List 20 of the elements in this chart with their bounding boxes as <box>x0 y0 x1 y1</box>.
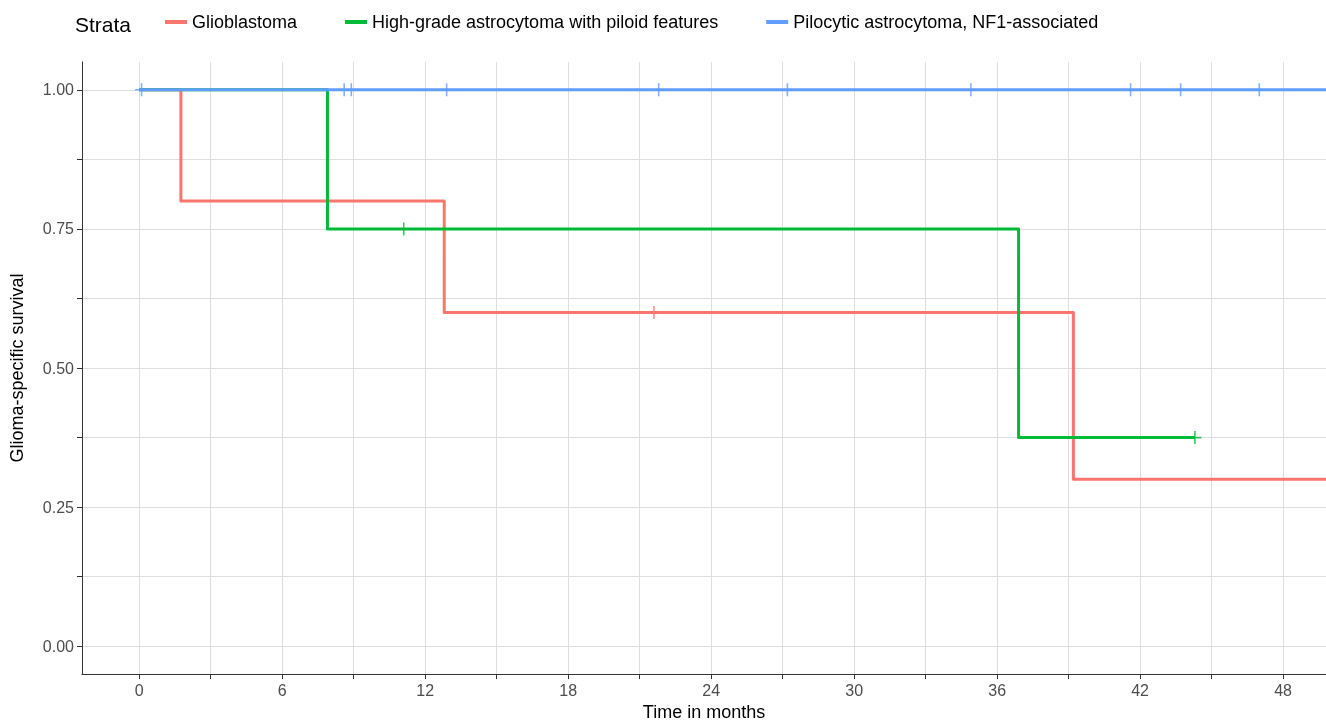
x-tick-label: 24 <box>702 681 721 699</box>
legend-label: High-grade astrocytoma with piloid features <box>372 12 719 32</box>
x-tick-label: 42 <box>1131 681 1150 699</box>
y-tick-label: 0.50 <box>42 359 75 377</box>
x-tick-label: 48 <box>1274 681 1293 699</box>
legend-label: Glioblastoma <box>192 12 299 32</box>
y-tick-label: 0.25 <box>42 498 75 516</box>
x-tick-label: 36 <box>988 681 1007 699</box>
x-tick-label: 0 <box>134 681 144 699</box>
x-tick-label: 30 <box>845 681 864 699</box>
y-tick-label: 0.00 <box>42 637 75 655</box>
x-tick-label: 12 <box>416 681 435 699</box>
x-axis-title: Time in months <box>642 702 766 722</box>
x-tick-label: 18 <box>559 681 578 699</box>
y-axis-title: Glioma-specific survival <box>7 273 27 463</box>
y-tick-label: 1.00 <box>42 81 75 99</box>
y-tick-label: 0.75 <box>42 220 75 238</box>
x-tick-label: 6 <box>277 681 287 699</box>
legend-title: Strata <box>75 13 132 36</box>
legend-label: Pilocytic astrocytoma, NF1-associated <box>793 12 1099 32</box>
